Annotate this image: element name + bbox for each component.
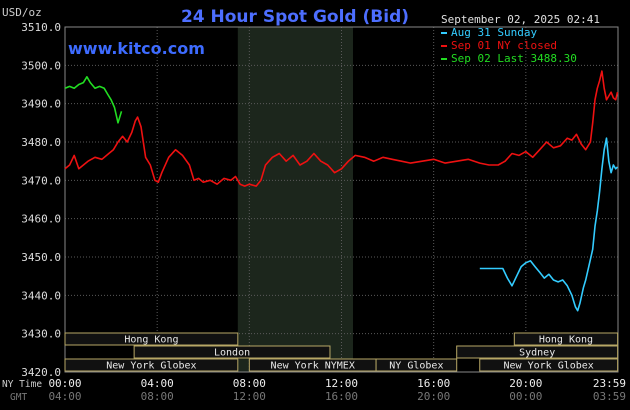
x-tick-gmt: 00:00	[509, 390, 542, 403]
gmt-label: GMT	[10, 392, 27, 403]
legend-entry: Sep 01 NY closed	[451, 39, 557, 52]
y-tick-label: 3470.0	[21, 174, 61, 187]
x-tick-ny: 08:00	[233, 377, 266, 390]
y-tick-labels: 3510.0 3500.0 3490.0 3480.0 3470.0 3460.0 3450…	[21, 21, 61, 379]
y-tick-label: 3460.0	[21, 213, 61, 226]
x-tick-ny: 16:00	[417, 377, 450, 390]
session-label: New York Globex	[106, 361, 196, 372]
x-tick-ny: 00:00	[48, 377, 81, 390]
shaded-period-rect	[237, 27, 354, 372]
x-tick-ny: 04:00	[141, 377, 174, 390]
x-tick-ny: 12:00	[325, 377, 358, 390]
session-label: NY Globex	[389, 361, 443, 372]
session-bar	[64, 332, 239, 346]
session-label: Sydney	[519, 348, 555, 359]
x-tick-gmt: 04:00	[48, 390, 81, 403]
x-tick-ny: 23:59	[593, 377, 626, 390]
chart-title: 24 Hour Spot Gold (Bid)	[181, 7, 409, 27]
series-line-1	[64, 70, 619, 187]
session-bar	[456, 345, 619, 359]
x-tick-gmt: 16:00	[325, 390, 358, 403]
session-label: Hong Kong	[124, 335, 178, 346]
session-bar	[133, 345, 331, 359]
y-tick-label: 3420.0	[21, 366, 61, 379]
grid	[65, 27, 618, 372]
y-tick-label: 3500.0	[21, 59, 61, 72]
x-tick-gmt: 20:00	[417, 390, 450, 403]
x-tick-ny: 20:00	[509, 377, 542, 390]
market-sessions: Hong Kong Hong Kong London Sydney New York G…	[64, 332, 619, 372]
session-bar	[479, 358, 619, 372]
website-watermark: www.kitco.com	[68, 39, 205, 58]
x-tick-gmt: 03:59	[593, 390, 626, 403]
session-label: New York NYMEX	[271, 361, 355, 372]
timestamp: September 02, 2025 02:41	[441, 13, 600, 26]
ny-time-label: NY Time	[2, 379, 42, 390]
session-label: Hong Kong	[539, 335, 593, 346]
plot-border	[64, 26, 619, 373]
y-tick-label: 3440.0	[21, 289, 61, 302]
session-label: London	[214, 348, 250, 359]
session-bar	[513, 332, 619, 346]
y-tick-label: 3490.0	[21, 98, 61, 111]
y-tick-label: 3510.0	[21, 21, 61, 34]
y-tick-label: 3430.0	[21, 328, 61, 341]
y-axis-label: USD/oz	[2, 6, 42, 19]
plot-frame	[64, 26, 619, 373]
session-bar	[375, 358, 458, 372]
x-tick-gmt: 08:00	[141, 390, 174, 403]
session-bar	[64, 358, 239, 372]
session-label: New York Globex	[504, 361, 594, 372]
shaded-period	[237, 27, 354, 372]
x-tick-labels: 00:0004:0004:0008:0008:0012:0012:0016:00…	[48, 377, 626, 403]
series-lines	[64, 70, 619, 312]
series-line-2	[64, 76, 123, 124]
legend-entry: Sep 02 Last 3488.30	[451, 52, 577, 65]
series-line-0	[479, 137, 619, 312]
x-tick-gmt: 12:00	[233, 390, 266, 403]
legend-entry: Aug 31 Sunday	[451, 26, 537, 39]
y-tick-label: 3450.0	[21, 251, 61, 264]
y-tick-label: 3480.0	[21, 136, 61, 149]
